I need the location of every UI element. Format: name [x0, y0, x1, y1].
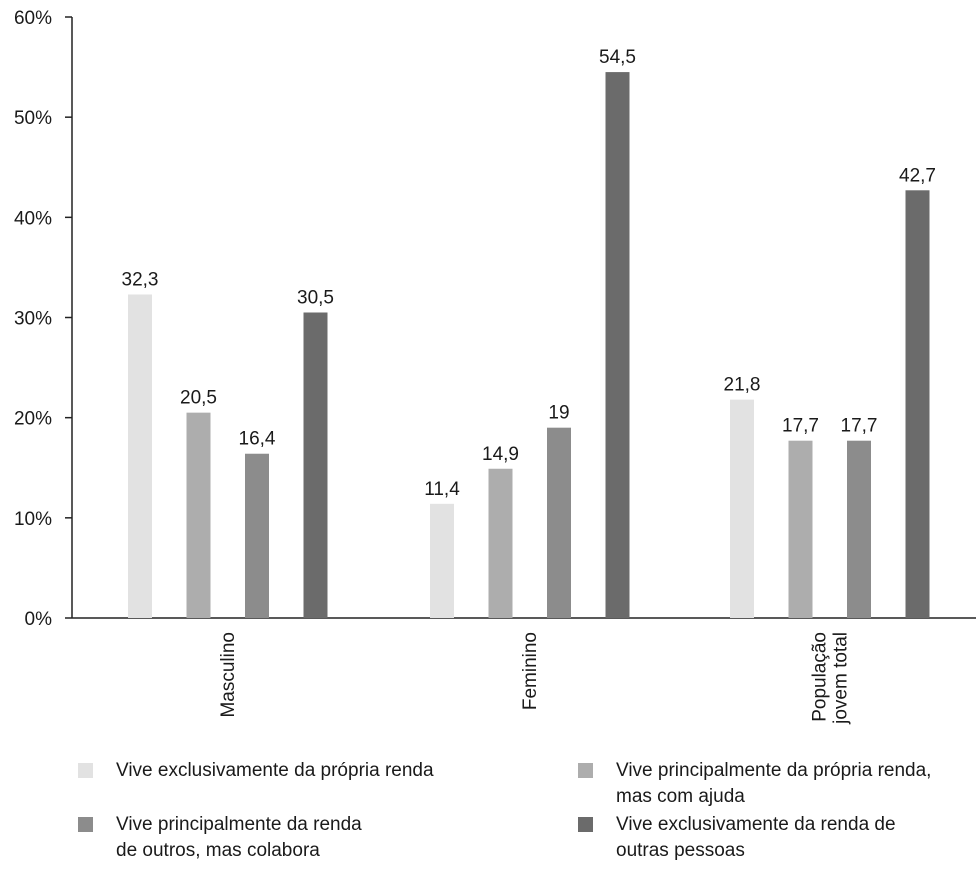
- bar: [788, 440, 813, 618]
- x-tick-label-line: jovem total: [830, 632, 851, 725]
- y-tick-label: 40%: [14, 208, 52, 229]
- data-label: 17,7: [841, 416, 878, 437]
- x-tick-label-line: População: [809, 632, 830, 722]
- bar-chart: 0% 10% 20% 30% 40% 50% 60% 32,3 11,4 21,8 20,5 14,9…: [14, 8, 976, 725]
- data-label: 14,9: [482, 444, 519, 465]
- legend-swatch: [78, 817, 93, 832]
- y-tick-label: 50%: [14, 108, 52, 129]
- bar: [905, 190, 930, 618]
- legend-swatch: [578, 817, 593, 832]
- data-label: 20,5: [180, 388, 217, 409]
- bar: [430, 503, 454, 618]
- data-label: 54,5: [599, 47, 636, 68]
- y-tick-label: 60%: [14, 8, 52, 29]
- bar: [847, 440, 871, 618]
- data-label: 16,4: [239, 429, 276, 450]
- bar: [547, 427, 571, 618]
- x-tick-label: Feminino: [520, 632, 541, 710]
- legend-swatch: [578, 763, 593, 778]
- bar: [730, 399, 754, 618]
- data-label: 32,3: [122, 269, 159, 290]
- x-tick-label: Masculino: [218, 632, 239, 718]
- data-label: 42,7: [899, 165, 936, 186]
- data-label: 19: [548, 403, 569, 424]
- y-tick-label: 10%: [14, 509, 52, 530]
- data-label: 11,4: [424, 479, 460, 500]
- data-label: 21,8: [724, 375, 761, 396]
- bar: [605, 72, 630, 618]
- y-tick-label: 0%: [25, 609, 53, 630]
- legend-swatch: [78, 763, 93, 778]
- x-tick-label-line: Masculino: [218, 632, 239, 718]
- data-label: 30,5: [297, 287, 334, 308]
- x-tick-label: Populaçãojovem total: [809, 632, 851, 725]
- bar: [128, 294, 152, 618]
- y-tick-label: 20%: [14, 409, 52, 430]
- bar: [245, 453, 269, 618]
- legend-label: Vive exclusivamente da renda de outras p…: [616, 814, 896, 861]
- bar: [488, 468, 513, 618]
- data-label: 17,7: [782, 416, 819, 437]
- legend-label: Vive principalmente da própria renda, ma…: [616, 760, 932, 807]
- legend-label: Vive exclusivamente da própria renda: [116, 760, 434, 781]
- bar: [303, 312, 328, 618]
- x-tick-label-line: Feminino: [520, 632, 541, 710]
- bar: [186, 412, 211, 618]
- legend-label: Vive principalmente da renda de outros, …: [116, 814, 362, 861]
- y-tick-label: 30%: [14, 309, 52, 330]
